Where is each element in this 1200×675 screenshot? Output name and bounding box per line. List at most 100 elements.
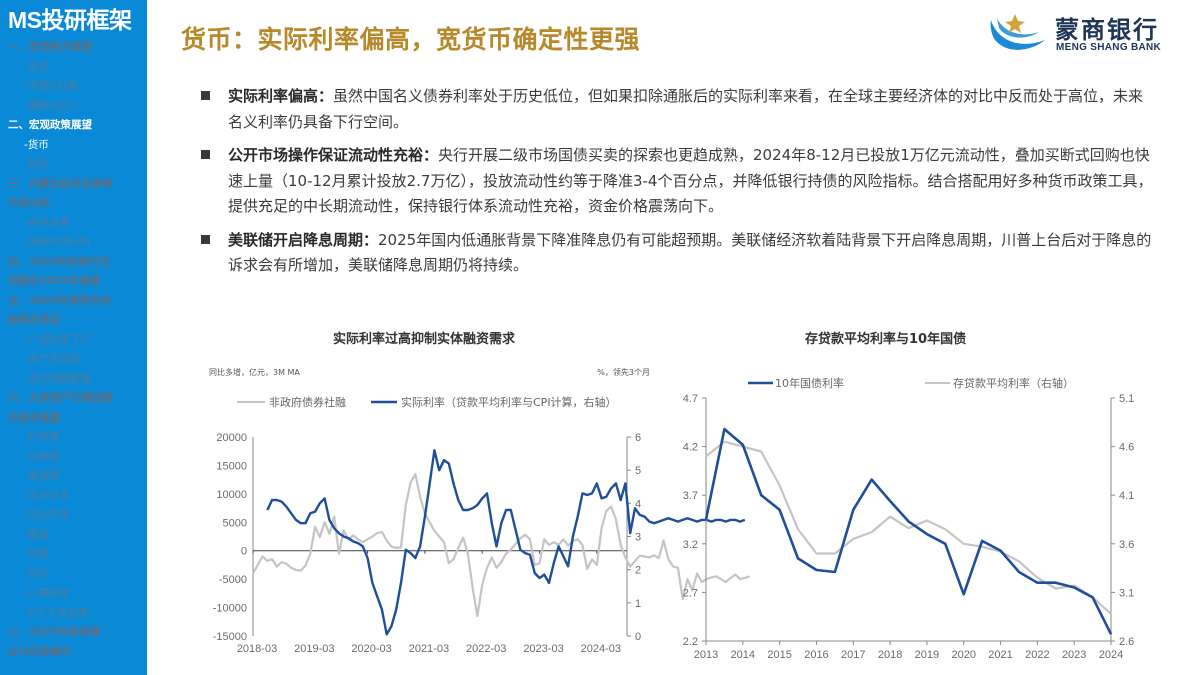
sidebar-item-29[interactable]: -外汇&贵金属	[24, 606, 89, 619]
svg-text:3.2: 3.2	[683, 539, 698, 551]
svg-text:2: 2	[635, 565, 641, 577]
svg-text:2019: 2019	[915, 649, 939, 661]
square-bullet-icon	[201, 91, 210, 100]
bullet-body: 虽然中国名义债券利率处于历史低位，但如果扣除通胀后的实际利率来看，在全球主要经济…	[228, 87, 1144, 131]
sidebar-item-19[interactable]: 及投资展望	[8, 411, 61, 424]
svg-text:-5000: -5000	[219, 574, 247, 586]
sidebar-item-30[interactable]: 七、2025年投资建	[8, 626, 101, 638]
svg-text:2017: 2017	[841, 649, 865, 661]
svg-text:2022: 2022	[1025, 649, 1049, 661]
sidebar-item-8[interactable]: 市场分析	[8, 197, 50, 209]
sidebar-item-14[interactable]: 趋势及特点	[8, 314, 61, 326]
svg-text:2016: 2016	[804, 649, 828, 661]
svg-text:2020: 2020	[951, 649, 975, 661]
sidebar-item-3[interactable]: -通胀&出口	[24, 99, 78, 112]
svg-text:2019-03: 2019-03	[294, 643, 334, 655]
sidebar-item-1[interactable]: -投资	[24, 60, 49, 73]
svg-text:5: 5	[635, 465, 641, 477]
svg-text:2.6: 2.6	[1119, 636, 1134, 648]
sidebar-nav: MS投研框架 一、宏观经济展望 -投资 -消费&社融 -通胀&出口 二、宏观政策展望 -货…	[0, 0, 147, 675]
bullet-list: 实际利率偏高：虽然中国名义债券利率处于历史低位，但如果扣除通胀后的实际利率来看，…	[198, 84, 1158, 287]
bank-logo-icon	[990, 14, 1045, 50]
bank-logo: 蒙商银行 MENG SHANG BANK	[985, 8, 1195, 58]
sidebar-item-11[interactable]: 四、2024年机构行为	[8, 255, 111, 268]
logo-text-en: MENG SHANG BANK	[1056, 42, 1162, 53]
chart-right-plot: 10年国债利率 存贷款平均利率（右轴） 4.7 4.2 3.7 3.2 2.7 2.2 5.1 4…	[683, 376, 1135, 661]
svg-text:2014: 2014	[731, 649, 755, 661]
svg-text:5.1: 5.1	[1119, 393, 1134, 405]
svg-text:0: 0	[241, 546, 247, 558]
sidebar-item-25[interactable]: -票据	[24, 528, 49, 541]
sidebar-item-17[interactable]: -央行预期管理	[24, 372, 91, 385]
square-bullet-icon	[201, 150, 210, 159]
svg-text:3.6: 3.6	[1119, 539, 1134, 551]
chart-real-rate-vs-financing: 实际利率过高抑制实体融资需求 同比多增，亿元，3M MA %，领先3个月非政府债券…	[195, 320, 750, 675]
svg-text:2021-03: 2021-03	[409, 643, 449, 655]
sidebar-item-0[interactable]: 一、宏观经济展望	[8, 41, 92, 53]
sidebar-item-7[interactable]: 三、内蒙古经济及债券	[8, 177, 113, 190]
sidebar-item-24[interactable]: -同业存单	[24, 509, 70, 521]
svg-text:4: 4	[635, 498, 641, 510]
chart-title: 实际利率过高抑制实体融资需求	[333, 332, 516, 347]
sidebar-item-16[interactable]: -资产荒延续	[24, 353, 81, 365]
sidebar-item-31[interactable]: 议与风险提示	[8, 645, 71, 658]
sidebar-item-21[interactable]: -信用债	[24, 450, 60, 463]
svg-text:6: 6	[635, 432, 641, 444]
legend-blue: 实际利率（贷款平均利率与CPI计算，右轴）	[401, 395, 617, 409]
sidebar-item-28[interactable]: -公募基金	[24, 587, 70, 599]
bullet-lead: 美联储开启降息周期：	[228, 230, 379, 249]
square-bullet-icon	[201, 234, 210, 244]
svg-text:-10000: -10000	[213, 603, 247, 615]
sidebar-item-5[interactable]: -货币	[24, 138, 49, 151]
sidebar-item-26[interactable]: -非银	[24, 548, 49, 560]
svg-text:2024-03: 2024-03	[581, 643, 621, 655]
svg-text:2018-03: 2018-03	[237, 643, 277, 655]
svg-text:3.7: 3.7	[683, 490, 698, 502]
sidebar-item-22[interactable]: -金融债	[24, 470, 60, 482]
svg-text:2.7: 2.7	[683, 587, 698, 599]
sidebar-item-27[interactable]: -ABS	[24, 567, 49, 580]
svg-text:2018: 2018	[878, 649, 902, 661]
svg-text:4.7: 4.7	[683, 393, 698, 405]
page-title: 货币：实际利率偏高，宽货币确定性更强	[181, 25, 641, 54]
bullet-item: 美联储开启降息周期：2025年国内低通胀背景下降准降息仍有可能超预期。美联储经济…	[198, 228, 1158, 279]
svg-text:2.2: 2.2	[683, 636, 698, 648]
svg-text:4.6: 4.6	[1119, 442, 1134, 454]
svg-text:4.1: 4.1	[1119, 490, 1134, 502]
sidebar-item-18[interactable]: 六、大类资产行情回顾	[8, 392, 113, 404]
right-unit-note: %，领先3个月	[597, 367, 650, 377]
sidebar-item-12[interactable]: 回顾及2025年展望	[8, 275, 101, 287]
bullet-item: 公开市场操作保证流动性充裕：央行开展二级市场国债买卖的探索也更趋成熟，2024年…	[198, 143, 1158, 220]
svg-text:2024: 2024	[1099, 649, 1123, 661]
svg-text:2015: 2015	[767, 649, 791, 661]
legend-blue: 10年国债利率	[775, 376, 844, 390]
sidebar-item-10[interactable]: -债券市场分析	[24, 236, 91, 248]
bullet-lead: 实际利率偏高：	[228, 87, 334, 105]
bullet-lead: 公开市场操作保证流动性充裕：	[228, 146, 439, 164]
svg-text:1: 1	[635, 598, 641, 610]
series-blue	[704, 427, 1113, 635]
svg-text:2022-03: 2022-03	[466, 643, 506, 655]
sidebar-item-23[interactable]: -本币交易	[24, 489, 70, 502]
sidebar-item-9[interactable]: -经济发展	[24, 216, 70, 229]
svg-text:2023-03: 2023-03	[523, 643, 563, 655]
left-unit-note: 同比多增，亿元，3M MA	[209, 367, 300, 377]
bullet-body: 央行开展二级市场国债买卖的探索也更趋成熟，2024年8-12月已投放1万亿元流动…	[228, 146, 1153, 215]
series-grey	[705, 440, 1112, 615]
series-blue	[266, 449, 746, 636]
sidebar-item-2[interactable]: -消费&社融	[24, 80, 78, 92]
legend-grey: 非政府债券社融	[269, 395, 346, 409]
sidebar-item-4[interactable]: 二、宏观政策展望	[8, 119, 92, 131]
sidebar-item-20[interactable]: -利率债	[24, 431, 60, 443]
svg-text:2021: 2021	[988, 649, 1012, 661]
chart-deposit-loan-vs-10y: 存贷款平均利率与10年国债 10年国债利率 存贷款平均利率（右轴） 4.7 4.2 3.…	[665, 320, 1165, 675]
svg-text:3: 3	[635, 532, 641, 544]
svg-text:2020-03: 2020-03	[351, 643, 391, 655]
svg-text:-15000: -15000	[213, 631, 247, 643]
sidebar-item-6[interactable]: -财政	[24, 158, 49, 170]
bullet-item: 实际利率偏高：虽然中国名义债券利率处于历史低位，但如果扣除通胀后的实际利率来看，…	[198, 84, 1158, 135]
sidebar-item-15[interactable]: -广谱利率下行	[24, 333, 91, 346]
sidebar-item-13[interactable]: 五、2025年债券市场	[8, 294, 111, 307]
svg-text:0: 0	[635, 631, 641, 643]
